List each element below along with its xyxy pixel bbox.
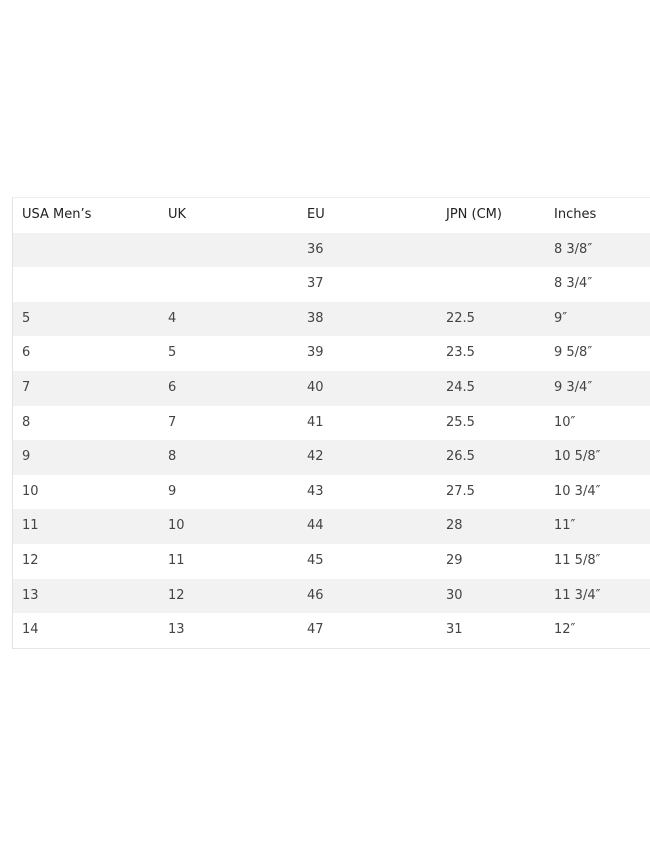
table-cell: 9	[168, 483, 177, 499]
table-cell: 12″	[554, 622, 576, 638]
header-cell: JPN (CM)	[446, 207, 502, 222]
table-cell: 13	[168, 622, 185, 638]
table-cell: 10 3/4″	[554, 483, 601, 499]
table-cell: 13	[22, 587, 39, 603]
table-row: 8 7 41 25.5 10″	[13, 406, 650, 441]
table-cell: 46	[307, 587, 324, 603]
table-cell: 9 5/8″	[554, 345, 593, 361]
header-row: USA Men’s UK EU JPN (CM) Inches	[13, 198, 650, 233]
table-cell: 8 3/8″	[554, 241, 593, 257]
header-cell: EU	[307, 207, 325, 222]
table-cell: 9	[22, 449, 31, 465]
table-row: 37 8 3/4″	[13, 267, 650, 302]
table-row: 12 11 45 29 11 5/8″	[13, 544, 650, 579]
table-cell: 30	[446, 587, 463, 603]
table-cell: 24.5	[446, 379, 475, 395]
table-cell: 45	[307, 552, 324, 568]
table-cell: 9 3/4″	[554, 379, 593, 395]
table-cell: 6	[22, 345, 31, 361]
table-cell: 8 3/4″	[554, 276, 593, 292]
table-row: 7 6 40 24.5 9 3/4″	[13, 370, 650, 406]
table-row: 14 13 47 31 12″	[13, 613, 650, 648]
table-cell: 4	[168, 310, 177, 326]
size-table: USA Men’s UK EU JPN (CM) Inches 36 8 3/8″ 37 8 3…	[12, 197, 650, 649]
header-cell: USA Men’s	[22, 207, 92, 222]
table-row: 10 9 43 27.5 10 3/4″	[13, 475, 650, 510]
table-cell: 10	[22, 483, 39, 499]
table-cell: 31	[446, 622, 463, 638]
table-row: 11 10 44 28 11″	[13, 509, 650, 544]
table-cell: 40	[307, 379, 324, 395]
table-cell: 10″	[554, 414, 576, 430]
table-cell: 10 5/8″	[554, 449, 601, 465]
table-cell: 11	[22, 518, 39, 534]
table-cell: 11	[168, 552, 185, 568]
table-cell: 36	[307, 241, 324, 257]
table-cell: 26.5	[446, 449, 475, 465]
table-cell: 8	[22, 414, 31, 430]
table-cell: 43	[307, 483, 324, 499]
table-cell: 29	[446, 552, 463, 568]
table-cell: 23.5	[446, 345, 475, 361]
table-cell: 5	[22, 310, 31, 326]
table-cell: 41	[307, 414, 324, 430]
table-row: 9 8 42 26.5 10 5/8″	[13, 440, 650, 475]
table-cell: 27.5	[446, 483, 475, 499]
table-cell: 11 5/8″	[554, 552, 601, 568]
table-cell: 11″	[554, 518, 576, 534]
table-cell: 9″	[554, 310, 568, 326]
table-row: 6 5 39 23.5 9 5/8″	[13, 336, 650, 371]
table-cell: 28	[446, 518, 463, 534]
table-cell: 10	[168, 518, 185, 534]
table-cell: 11 3/4″	[554, 587, 601, 603]
table-cell: 6	[168, 379, 177, 395]
table-cell: 25.5	[446, 414, 475, 430]
table-cell: 22.5	[446, 310, 475, 326]
table-cell: 37	[307, 276, 324, 292]
table-cell: 12	[168, 587, 185, 603]
table-cell: 12	[22, 552, 39, 568]
table-row: 36 8 3/8″	[13, 232, 650, 268]
table-cell: 47	[307, 622, 324, 638]
table-cell: 7	[168, 414, 177, 430]
table-cell: 38	[307, 310, 324, 326]
table-cell: 8	[168, 449, 177, 465]
table-cell: 7	[22, 379, 31, 395]
table-row: 5 4 38 22.5 9″	[13, 301, 650, 337]
table-cell: 14	[22, 622, 39, 638]
table-cell: 39	[307, 345, 324, 361]
table-cell: 44	[307, 518, 324, 534]
table-cell: 42	[307, 449, 324, 465]
header-cell: UK	[168, 207, 187, 222]
table-cell: 5	[168, 345, 177, 361]
table-row: 13 12 46 30 11 3/4″	[13, 578, 650, 614]
header-cell: Inches	[554, 207, 597, 222]
